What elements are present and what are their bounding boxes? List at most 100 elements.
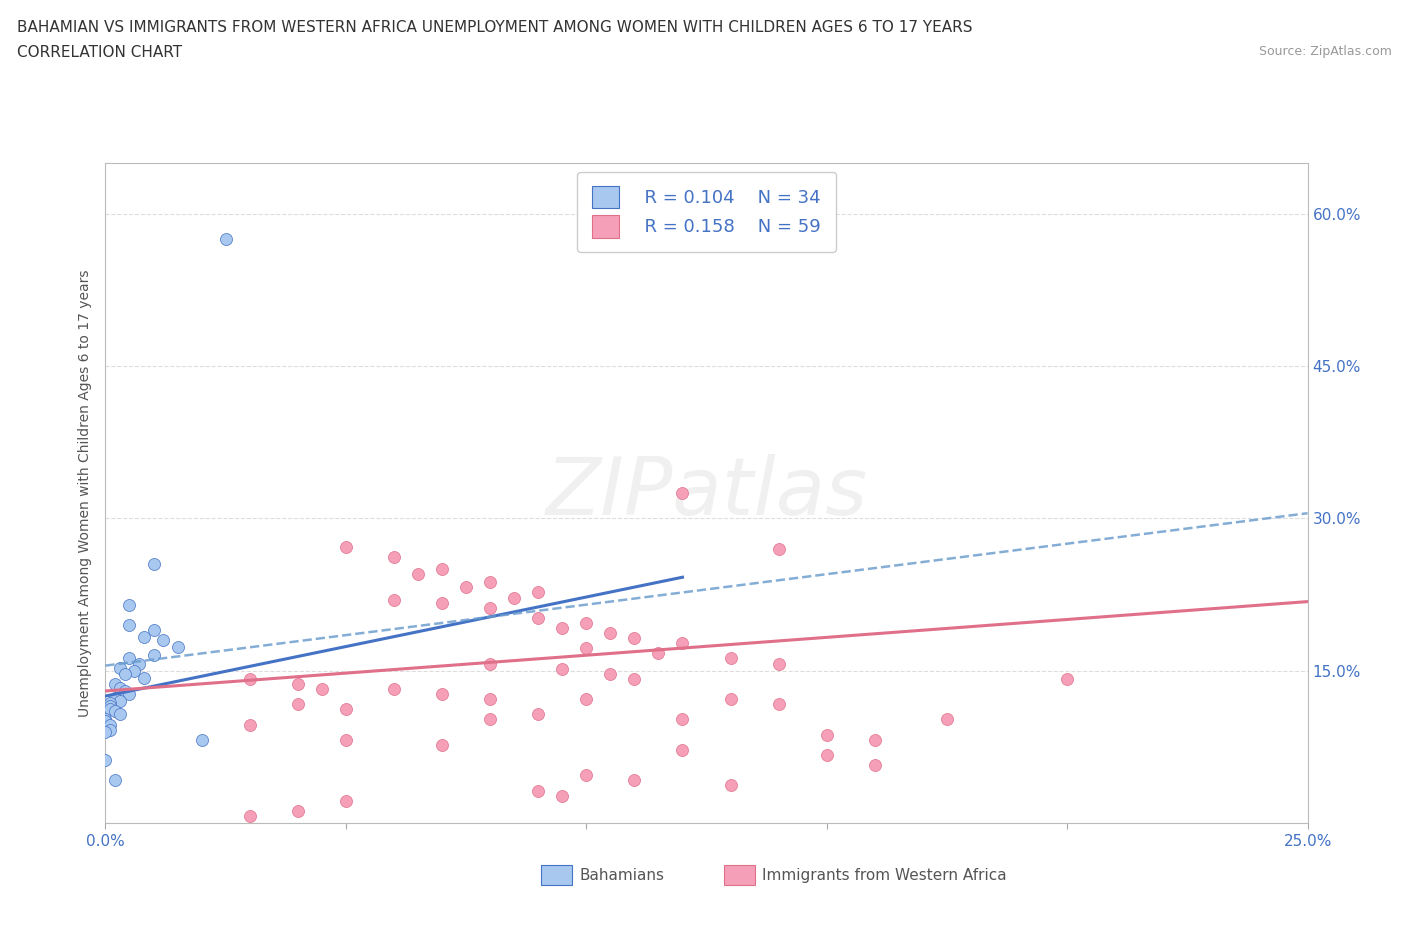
Point bbox=[152, 632, 174, 647]
Point bbox=[430, 737, 453, 752]
Point bbox=[430, 562, 453, 577]
Point bbox=[98, 717, 121, 732]
Point bbox=[166, 640, 188, 655]
Point bbox=[575, 692, 598, 707]
Point bbox=[104, 691, 127, 706]
Text: Immigrants from Western Africa: Immigrants from Western Africa bbox=[762, 868, 1007, 883]
Point bbox=[382, 682, 405, 697]
Point bbox=[479, 692, 502, 707]
Point bbox=[114, 684, 136, 698]
Point bbox=[671, 742, 693, 757]
Point bbox=[815, 748, 838, 763]
Point bbox=[104, 773, 127, 788]
Point bbox=[239, 671, 262, 686]
Point bbox=[406, 566, 429, 581]
Point bbox=[118, 597, 141, 612]
Point bbox=[239, 808, 262, 823]
Point bbox=[551, 789, 574, 804]
Point bbox=[108, 707, 131, 722]
Point bbox=[527, 783, 550, 798]
Point bbox=[551, 661, 574, 676]
Point bbox=[124, 663, 146, 678]
Point bbox=[98, 698, 121, 713]
Point bbox=[599, 626, 621, 641]
Point bbox=[132, 630, 155, 644]
Point bbox=[454, 580, 477, 595]
Legend:   R = 0.104    N = 34,   R = 0.158    N = 59: R = 0.104 N = 34, R = 0.158 N = 59 bbox=[578, 172, 835, 252]
Point bbox=[382, 550, 405, 565]
Point bbox=[623, 631, 645, 645]
Point bbox=[108, 681, 131, 696]
Point bbox=[142, 556, 165, 571]
Point bbox=[720, 651, 742, 666]
Point bbox=[128, 657, 150, 671]
Point bbox=[287, 804, 309, 818]
Point bbox=[335, 793, 357, 808]
Point bbox=[142, 622, 165, 637]
Point bbox=[104, 704, 127, 719]
Point bbox=[623, 773, 645, 788]
Text: Source: ZipAtlas.com: Source: ZipAtlas.com bbox=[1258, 45, 1392, 58]
Point bbox=[575, 768, 598, 783]
Point bbox=[114, 666, 136, 681]
Point bbox=[575, 616, 598, 631]
Point bbox=[94, 724, 117, 739]
Point bbox=[671, 712, 693, 727]
Point bbox=[287, 676, 309, 691]
Point bbox=[311, 682, 333, 697]
Point bbox=[527, 585, 550, 600]
Point bbox=[118, 651, 141, 666]
Point bbox=[527, 610, 550, 625]
Point bbox=[287, 697, 309, 711]
Point bbox=[239, 717, 262, 732]
Point bbox=[936, 712, 959, 727]
Y-axis label: Unemployment Among Women with Children Ages 6 to 17 years: Unemployment Among Women with Children A… bbox=[79, 269, 93, 717]
Point bbox=[599, 666, 621, 681]
Point bbox=[430, 595, 453, 610]
Point bbox=[335, 702, 357, 717]
Point bbox=[98, 696, 121, 711]
Point bbox=[118, 686, 141, 701]
Point bbox=[98, 723, 121, 737]
Text: ZIPatlas: ZIPatlas bbox=[546, 454, 868, 532]
Point bbox=[551, 620, 574, 635]
Point bbox=[479, 575, 502, 590]
Point bbox=[479, 657, 502, 671]
Text: BAHAMIAN VS IMMIGRANTS FROM WESTERN AFRICA UNEMPLOYMENT AMONG WOMEN WITH CHILDRE: BAHAMIAN VS IMMIGRANTS FROM WESTERN AFRI… bbox=[17, 20, 973, 35]
Point bbox=[863, 732, 886, 747]
Point bbox=[142, 648, 165, 663]
Point bbox=[671, 636, 693, 651]
Point bbox=[671, 485, 693, 500]
Point bbox=[104, 676, 127, 691]
Point bbox=[863, 758, 886, 773]
Text: Bahamians: Bahamians bbox=[579, 868, 664, 883]
Point bbox=[94, 714, 117, 729]
Point bbox=[527, 707, 550, 722]
Point bbox=[335, 539, 357, 554]
Point bbox=[479, 600, 502, 615]
Point bbox=[94, 752, 117, 767]
Point bbox=[118, 618, 141, 632]
Point bbox=[335, 732, 357, 747]
Point bbox=[479, 712, 502, 727]
Point bbox=[98, 702, 121, 717]
Point bbox=[1056, 671, 1078, 686]
Point bbox=[768, 657, 790, 671]
Point bbox=[623, 671, 645, 686]
Text: CORRELATION CHART: CORRELATION CHART bbox=[17, 45, 181, 60]
Point bbox=[430, 686, 453, 701]
Point bbox=[190, 732, 212, 747]
Point bbox=[575, 641, 598, 656]
Point bbox=[720, 778, 742, 793]
Point bbox=[94, 712, 117, 727]
Point bbox=[815, 727, 838, 742]
Point bbox=[768, 697, 790, 711]
Point bbox=[214, 232, 236, 246]
Point bbox=[382, 592, 405, 607]
Point bbox=[108, 694, 131, 709]
Point bbox=[108, 660, 131, 675]
Point bbox=[768, 541, 790, 556]
Point bbox=[720, 692, 742, 707]
Point bbox=[503, 591, 526, 605]
Point bbox=[647, 646, 669, 661]
